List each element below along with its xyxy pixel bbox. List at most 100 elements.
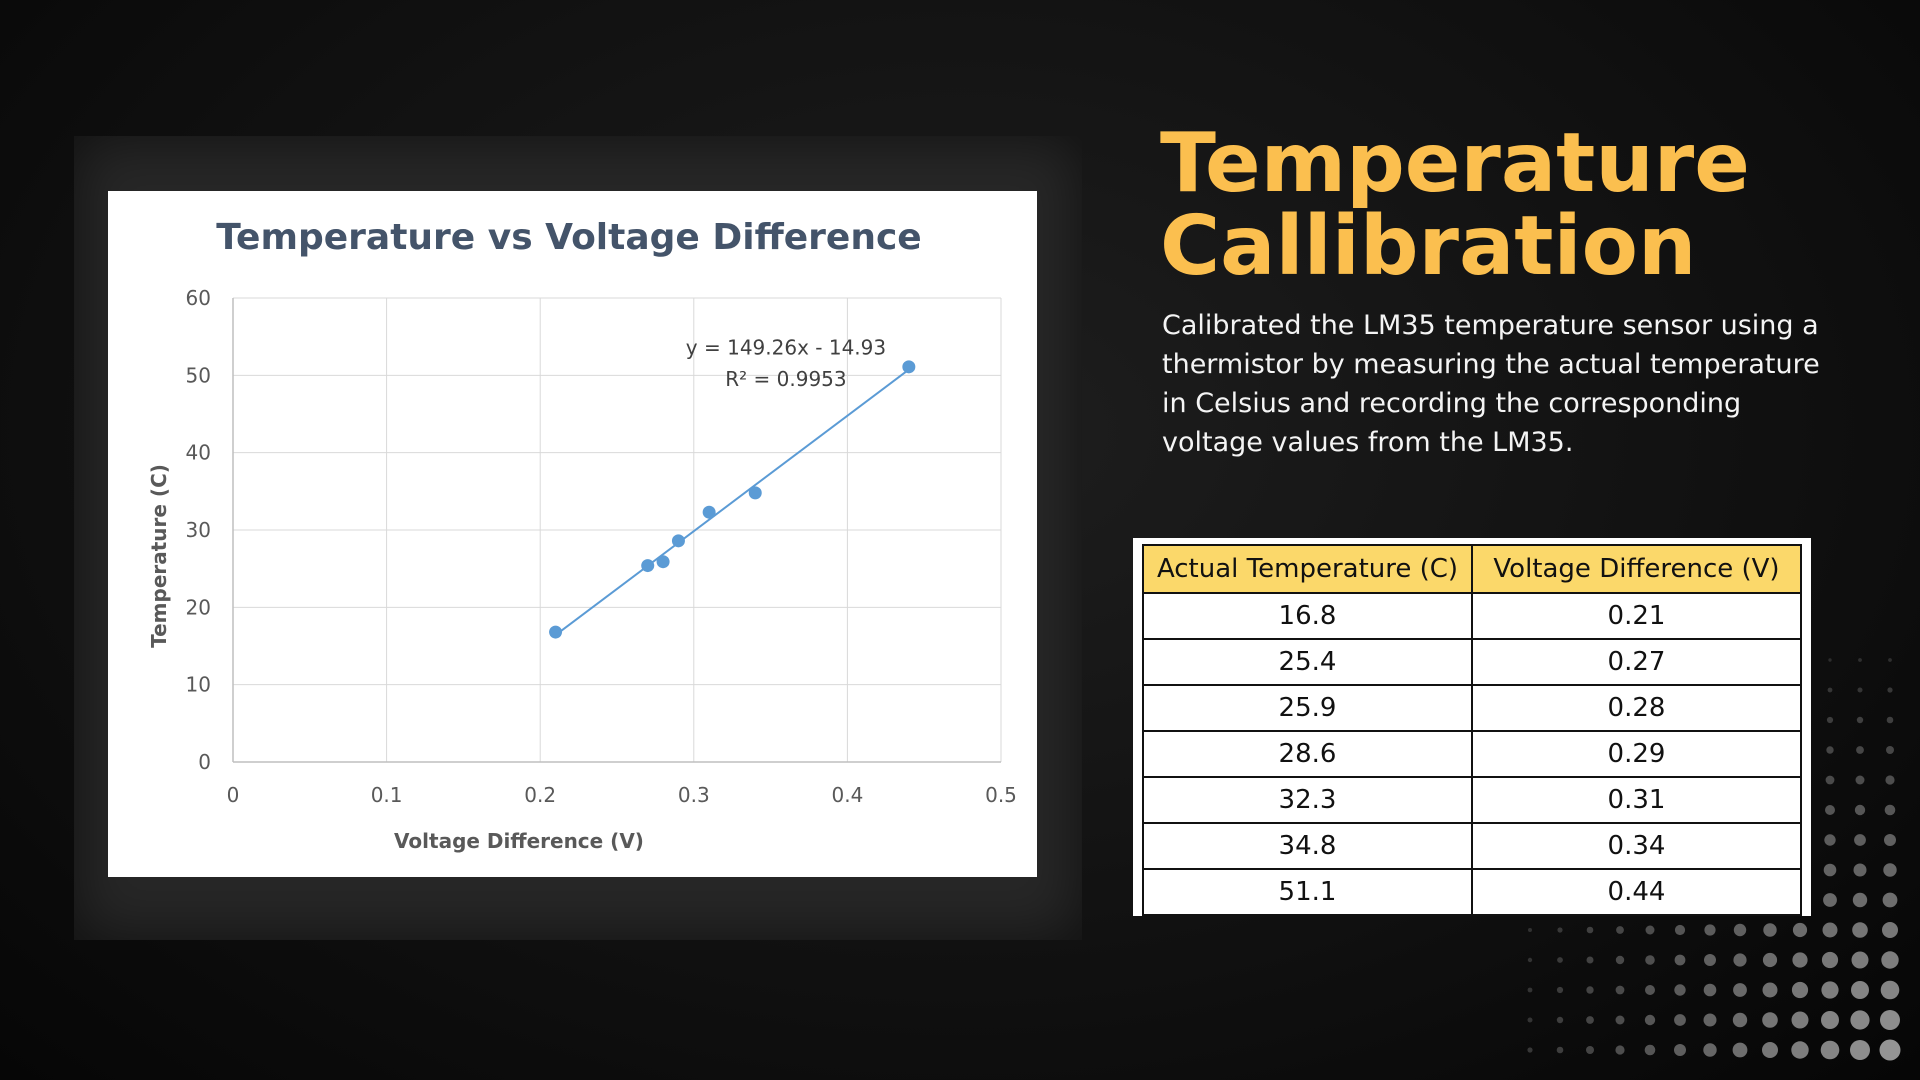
decor-dot [1852,922,1868,938]
chart-card: 0 10 20 30 40 50 60 0 0.1 0.2 0.3 0.4 0.5 Temperature… [108,191,1037,877]
decor-dot [1824,834,1836,846]
decor-dot [1792,922,1808,938]
decor-dot [1821,951,1839,969]
decor-dot [1645,925,1655,935]
decor-dot [1704,954,1716,966]
decor-dot [1645,985,1655,995]
decor-dot [1644,1044,1656,1056]
trendline-equation: y = 149.26x - 14.93 [686,335,886,359]
cell-voltage: 0.28 [1471,684,1802,732]
decor-dot [1826,746,1834,754]
y-tick-label: 10 [186,673,211,697]
x-tick-label: 0.2 [524,783,556,807]
decor-dot [1851,981,1869,999]
decor-dot [1856,746,1864,754]
decor-dot [1763,923,1777,937]
cell-temperature: 51.1 [1142,868,1473,916]
data-point [702,505,716,519]
decor-dot [1886,716,1894,724]
decor-dot [1733,923,1747,937]
decor-dot [1557,927,1563,933]
data-point [748,486,762,500]
decor-dot [1857,687,1863,693]
decor-dot [1586,926,1594,934]
decor-dot [1855,775,1865,785]
x-tick-label: 0 [227,783,240,807]
decor-dot [1884,804,1896,816]
decor-dot [1827,687,1833,693]
table-row: 16.8 0.21 [1142,592,1802,640]
table-row: 51.1 0.44 [1142,868,1802,916]
decor-dot [1527,1017,1533,1023]
data-point [549,625,563,639]
decor-dot [1880,1010,1900,1030]
decor-dot [1820,1040,1840,1060]
table-row: 25.4 0.27 [1142,638,1802,686]
decor-dot [1823,893,1837,907]
decor-dot [1586,956,1594,964]
trendline-r-squared: R² = 0.9953 [725,367,846,391]
decor-dot [1704,924,1716,936]
decor-dot [1556,986,1564,994]
decor-dot [1886,746,1894,754]
decor-dot [1791,1041,1809,1059]
decor-dot [1586,1016,1594,1024]
decor-dot [1732,1012,1748,1028]
cell-temperature: 25.4 [1142,638,1473,686]
decor-dot [1880,980,1900,1000]
decor-dot [1528,928,1532,932]
cell-voltage: 0.34 [1471,822,1802,870]
decor-dot [1703,1043,1717,1057]
decor-dot [1851,951,1869,969]
decor-dot [1762,952,1778,968]
decor-dot [1856,716,1864,724]
decor-dot [1615,955,1625,965]
slide-title-line-2: Callibration [1160,199,1697,294]
calibration-table: Actual Temperature (C) Voltage Differenc… [1142,544,1802,916]
decor-dot [1615,1015,1625,1025]
decor-dot [1527,1047,1533,1053]
decor-dot [1825,775,1835,785]
decor-dot [1527,957,1533,963]
cell-temperature: 32.3 [1142,776,1473,824]
decor-dot [1733,953,1747,967]
cell-temperature: 25.9 [1142,684,1473,732]
decor-dot [1850,1040,1870,1060]
decor-dot [1887,687,1893,693]
slide-description: Calibrated the LM35 temperature sensor u… [1162,310,1820,458]
decor-dot [1674,954,1686,966]
decor-dot [1854,834,1866,846]
decor-dot [1674,1014,1686,1026]
table-row: 25.9 0.28 [1142,684,1802,732]
decor-dot [1556,1016,1564,1024]
decor-dot [1762,982,1778,998]
header-voltage-difference: Voltage Difference (V) [1471,544,1802,594]
decor-dot [1674,1044,1686,1056]
data-point [902,360,916,374]
decor-dot [1879,1039,1901,1061]
decor-dot [1703,983,1717,997]
decor-dot [1825,805,1835,815]
cell-voltage: 0.31 [1471,776,1802,824]
decor-dot [1883,863,1897,877]
decor-dot [1586,986,1594,994]
decor-dot [1828,658,1832,662]
data-point [641,559,655,573]
decor-dot [1822,922,1838,938]
y-tick-label: 20 [186,595,211,619]
x-tick-label: 0.5 [985,783,1017,807]
y-axis-label: Temperature (C) [147,464,171,648]
x-tick-label: 0.1 [371,783,403,807]
decor-dot [1852,892,1868,908]
cell-temperature: 16.8 [1142,592,1473,640]
decor-dot [1881,951,1899,969]
decor-dot [1882,922,1898,938]
data-point [656,555,670,569]
y-tick-label: 50 [186,363,211,387]
decor-dot [1884,834,1896,846]
decor-dot [1645,955,1655,965]
decor-dot [1792,952,1808,968]
decor-dot [1527,987,1533,993]
cell-temperature: 34.8 [1142,822,1473,870]
cell-voltage: 0.29 [1471,730,1802,778]
